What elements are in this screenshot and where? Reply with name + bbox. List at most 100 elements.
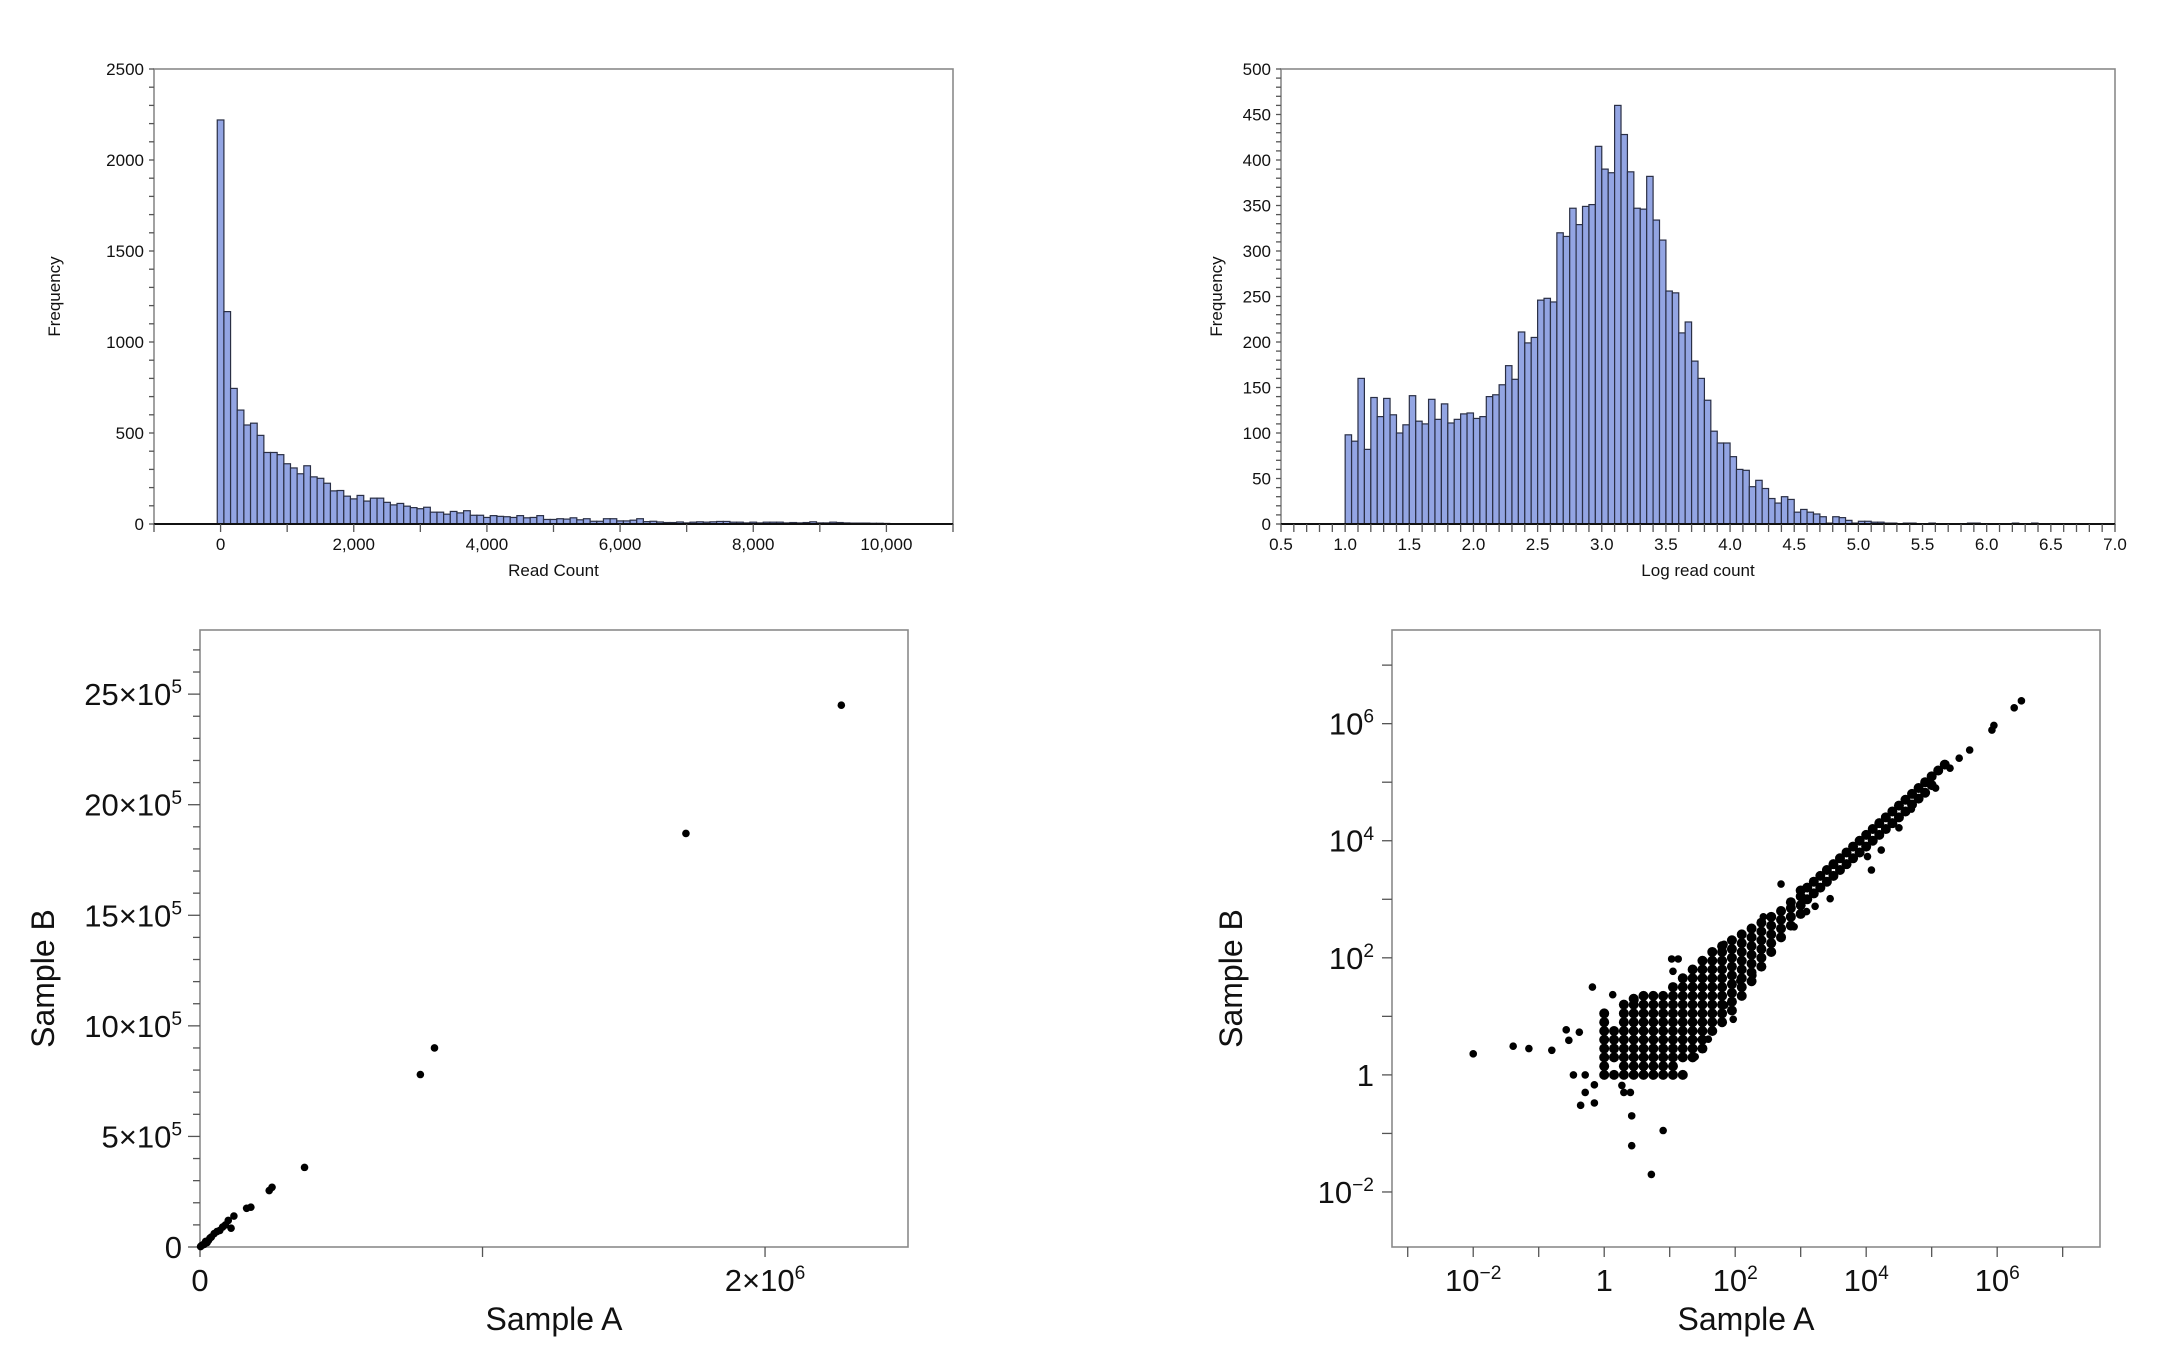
histogram-bar — [536, 515, 545, 525]
histogram-bar — [1440, 403, 1449, 525]
x-tick-label: 2.0 — [1462, 535, 1486, 554]
histogram-bar — [1607, 172, 1616, 525]
histogram-bar — [1761, 487, 1770, 525]
histogram-bar — [1376, 416, 1385, 525]
scatter-point — [1667, 1052, 1678, 1063]
histogram-bar — [502, 516, 511, 525]
scatter-point — [1658, 1061, 1669, 1072]
histogram-bar — [1350, 440, 1359, 525]
x-tick-label: 3.0 — [1590, 535, 1614, 554]
histogram-bar — [1556, 232, 1564, 525]
scatter-point — [1726, 970, 1737, 981]
y-tick-label: 50 — [1252, 470, 1271, 489]
scatter-point — [1802, 894, 1813, 905]
x-tick-label-base: 2×10 — [725, 1263, 795, 1298]
histogram-bar — [1517, 331, 1526, 525]
y-tick-label: 2500 — [106, 60, 144, 79]
scatter-point — [1631, 996, 1639, 1004]
y-tick-label: 15×105 — [84, 898, 182, 933]
scatter-point — [1687, 1008, 1698, 1019]
x-tick-label: 10,000 — [860, 535, 912, 554]
scatter-point — [1638, 1052, 1649, 1063]
scatter-point — [1667, 1061, 1678, 1072]
scatter-point — [1626, 1088, 1635, 1097]
histogram-bar — [1485, 396, 1494, 525]
scatter-point — [416, 1070, 425, 1079]
histogram-bar — [1421, 423, 1430, 525]
scatter-point — [1691, 1052, 1700, 1061]
histogram-bar — [323, 482, 332, 525]
y-tick-label-exponent: 4 — [1363, 824, 1374, 845]
scatter-point — [1946, 764, 1954, 772]
scatter-point — [1766, 929, 1777, 940]
scatter-point — [1618, 1052, 1629, 1063]
histogram-bar — [243, 424, 252, 525]
scatter-point — [1667, 982, 1678, 993]
scatter-point — [1667, 955, 1676, 963]
x-tick-label-exponent: 6 — [2009, 1263, 2020, 1284]
scatter-point — [1988, 726, 1996, 734]
y-tick-label-exponent: −2 — [1352, 1175, 1374, 1196]
scatter-point — [1834, 853, 1845, 864]
scatter-point — [1638, 990, 1649, 1001]
scatter-point — [1590, 1081, 1599, 1089]
scatter-point — [1618, 1061, 1629, 1072]
histogram-bar — [1665, 290, 1673, 525]
scatter-point — [1628, 1017, 1639, 1028]
scatter-point — [1638, 1034, 1649, 1045]
y-axis-title: Sample B — [25, 909, 61, 1048]
y-tick-label-base: 0 — [165, 1230, 182, 1265]
scatter-point — [1707, 973, 1718, 984]
y-tick-label: 25×105 — [84, 677, 182, 712]
scatter-point — [1955, 754, 1963, 763]
scatter-point — [1717, 955, 1728, 966]
scatter-point — [1548, 1046, 1556, 1055]
scatter-point — [1746, 949, 1757, 960]
y-tick-label-base: 10 — [1329, 707, 1363, 742]
scatter-point — [1648, 1025, 1659, 1036]
histogram-bar — [1395, 432, 1404, 525]
scatter-point — [1729, 1015, 1738, 1024]
histogram-bar — [389, 504, 398, 525]
scatter-point — [1667, 1043, 1678, 1054]
scatter-point — [1677, 1034, 1688, 1045]
scatter-point — [1609, 1043, 1620, 1054]
y-tick-label-exponent: 5 — [171, 1009, 182, 1030]
scatter-point — [1576, 1101, 1585, 1110]
histogram-bar — [476, 514, 485, 525]
x-tick-label: 6.0 — [1975, 535, 1999, 554]
x-tick-label-exponent: 2 — [1747, 1263, 1758, 1284]
scatter-point — [1726, 987, 1737, 998]
scatter-point — [1776, 923, 1787, 934]
x-axis-title: Read Count — [508, 561, 599, 580]
scatter-point — [1821, 865, 1832, 876]
scatter-point — [1861, 841, 1872, 852]
scatter-point — [1677, 1052, 1688, 1063]
histogram-bar — [296, 473, 305, 525]
scatter-point — [230, 1212, 238, 1220]
y-tick-label: 500 — [1243, 60, 1271, 79]
histogram-bar — [1594, 145, 1603, 525]
scatter-point — [1907, 805, 1916, 813]
scatter-point — [1828, 870, 1839, 881]
scatter-point — [1627, 1141, 1636, 1150]
histogram-bar — [1434, 418, 1442, 525]
scatter-point — [1677, 1008, 1688, 1019]
scatter-point — [242, 1204, 251, 1213]
histogram-bar — [1549, 301, 1558, 525]
x-tick-label-base: 0 — [191, 1263, 208, 1298]
histogram-bar — [249, 422, 258, 525]
histogram-bar — [1530, 336, 1539, 525]
y-tick-label: 1 — [1357, 1058, 1374, 1093]
histogram-bar — [1646, 175, 1654, 525]
y-tick-label-exponent: 6 — [1363, 707, 1374, 728]
scatter-point — [1887, 818, 1898, 829]
scatter-point — [1707, 964, 1718, 975]
scatter-point — [1667, 1069, 1678, 1080]
scatter-point — [1627, 1112, 1636, 1120]
histogram-bar — [236, 409, 245, 525]
y-tick-label: 0 — [165, 1230, 182, 1265]
scatter-point — [1777, 880, 1785, 888]
scatter-point — [1648, 1043, 1659, 1054]
